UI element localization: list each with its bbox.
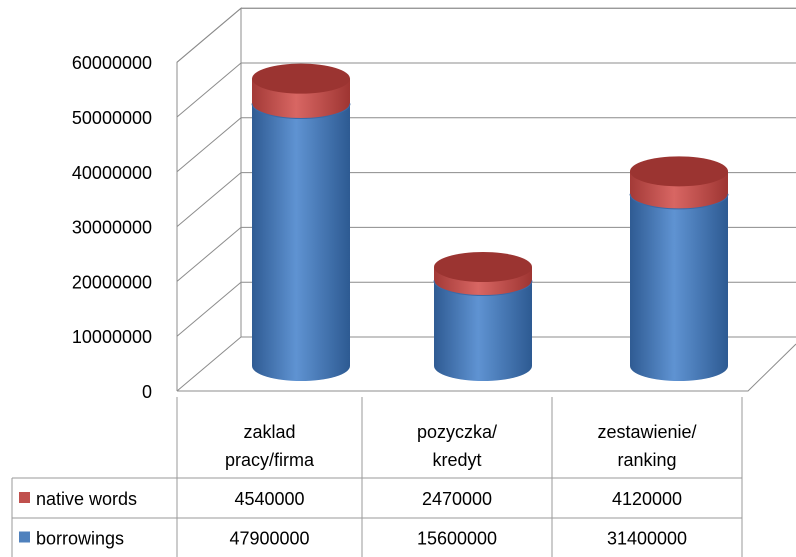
series-name: native words: [36, 489, 137, 509]
category-label: zestawienie/: [597, 422, 696, 442]
category-label: pracy/firma: [225, 450, 315, 470]
gridline-side: [176, 172, 242, 227]
floor-front-edge: [177, 343, 796, 392]
bar-borrowings: [434, 280, 532, 381]
bar-top-cap: [630, 156, 728, 187]
table-cell-value: 4540000: [234, 489, 304, 509]
floor-back-edge: [176, 336, 796, 392]
gridline-side: [176, 227, 242, 282]
table-cell-value: 47900000: [229, 529, 309, 549]
table-cell-value: 4120000: [612, 489, 682, 509]
bar-borrowings-body: [630, 193, 728, 381]
bar-borrowings-body: [252, 103, 350, 382]
segment-seam: [251, 103, 351, 119]
table-cell-value: 31400000: [607, 529, 687, 549]
series-name: borrowings: [36, 529, 124, 549]
segment-seam: [629, 193, 729, 210]
bar-native-words: [629, 156, 729, 210]
gridline-side: [176, 62, 242, 118]
y-tick-label: 10000000: [72, 327, 152, 347]
category-label: pozyczka/: [417, 422, 497, 442]
category-label: kredyt: [432, 450, 481, 470]
bar-native-words: [251, 63, 351, 119]
y-tick-label: 30000000: [72, 218, 152, 238]
legend-key-native-words: [19, 492, 30, 503]
y-tick-label: 60000000: [72, 53, 152, 73]
category-label: zaklad: [243, 422, 295, 442]
bars: [251, 63, 729, 382]
bar-borrowings: [630, 193, 728, 381]
bar-top-cap: [434, 251, 532, 282]
gridline-side: [176, 281, 242, 337]
gridline-side: [176, 117, 242, 173]
table-cell-value: 15600000: [417, 529, 497, 549]
bar-native-words: [433, 251, 533, 296]
segment-seam: [433, 280, 533, 296]
data-table: zaklad pracy/firma pozyczka/kredyt zestawie…: [11, 397, 743, 557]
bar-borrowings: [252, 103, 350, 382]
bar-borrowings-body: [434, 280, 532, 381]
bar-top-cap: [252, 63, 350, 94]
legend-key-borrowings: [19, 531, 30, 543]
gridline-side: [176, 7, 242, 63]
y-tick-label: 0: [142, 382, 152, 402]
y-axis: 0 10000000 20000000 30000000 40000000 5000000…: [72, 53, 152, 402]
y-tick-label: 50000000: [72, 108, 152, 128]
y-tick-label: 20000000: [72, 272, 152, 292]
category-label: ranking: [617, 450, 676, 470]
table-cell-value: 2470000: [422, 489, 492, 509]
y-tick-label: 40000000: [72, 163, 152, 183]
